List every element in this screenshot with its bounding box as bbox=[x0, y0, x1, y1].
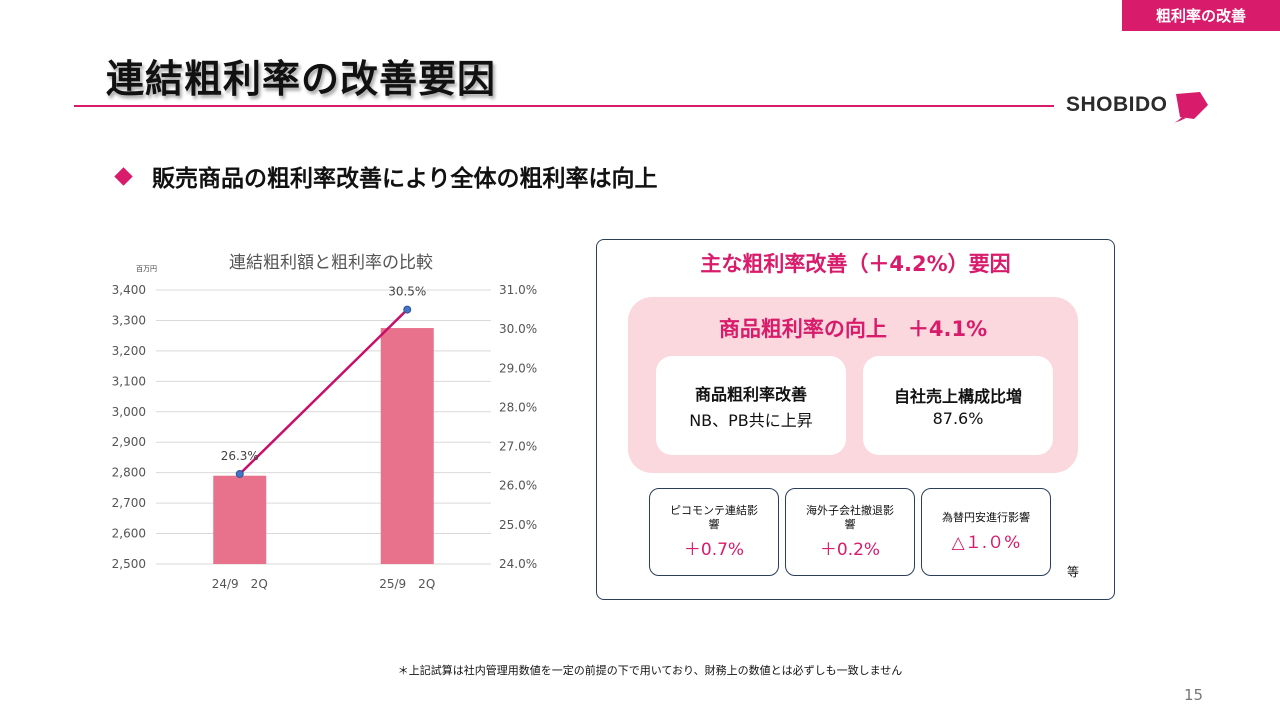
improvement-factors-panel: 主な粗利率改善（＋4.2%）要因 商品粗利率の向上 ＋4.1% 商品粗利率改善 … bbox=[596, 239, 1115, 600]
y2-tick-label: 30.0% bbox=[499, 322, 537, 336]
factor-small-value: △１.０% bbox=[951, 533, 1021, 553]
y-tick-label: 3,400 bbox=[112, 283, 146, 297]
y2-tick-label: 28.0% bbox=[499, 400, 537, 414]
data-label: 30.5% bbox=[388, 285, 426, 299]
factor-small-card-picomonte: ピコモンテ連結影響 ＋0.7% bbox=[649, 488, 779, 576]
company-logo: SHOBIDO bbox=[1066, 90, 1210, 124]
chart-title: 連結粗利額と粗利率の比較 bbox=[229, 253, 433, 273]
gross-profit-chart: 連結粗利額と粗利率の比較 百万円 3,400 3,300 3,200 3,100 3,0… bbox=[96, 238, 576, 608]
factor-card-body: 87.6% bbox=[932, 409, 984, 428]
y2-tick-label: 25.0% bbox=[499, 518, 537, 532]
ratio-line bbox=[238, 308, 409, 475]
y-tick-label: 3,300 bbox=[112, 313, 146, 327]
bar bbox=[380, 328, 434, 564]
product-margin-title: 商品粗利率の向上 ＋4.1% bbox=[718, 317, 988, 341]
factor-small-card-overseas-withdrawal: 海外子会社撤退影響 ＋0.2% bbox=[785, 488, 915, 576]
ratio-point bbox=[403, 305, 412, 314]
x-tick-label: 24/9 2Q bbox=[212, 577, 268, 591]
page-number: 15 bbox=[1184, 686, 1204, 704]
y-tick-label: 3,200 bbox=[112, 344, 146, 358]
y2-tick-label: 24.0% bbox=[499, 557, 537, 571]
key-message-text: 販売商品の粗利率改善により全体の粗利率は向上 bbox=[152, 166, 658, 192]
diamond-bullet-icon bbox=[114, 166, 133, 186]
y-tick-label: 2,800 bbox=[112, 466, 146, 480]
y2-tick-label: 31.0% bbox=[499, 283, 537, 297]
factors-title: 主な粗利率改善（＋4.2%）要因 bbox=[700, 252, 1011, 276]
factor-small-value: ＋0.7% bbox=[683, 540, 745, 560]
etc-note: 等 bbox=[1067, 565, 1080, 579]
y-tick-label: 3,100 bbox=[112, 374, 146, 388]
factor-card-body: NB、PB共に上昇 bbox=[689, 410, 813, 430]
factor-small-label: 海外子会社撤退影響 bbox=[806, 504, 894, 531]
chart-unit-label: 百万円 bbox=[136, 265, 157, 273]
factor-card-margin-improvement: 商品粗利率改善 NB、PB共に上昇 bbox=[656, 356, 846, 455]
y2-tick-label: 29.0% bbox=[499, 361, 537, 375]
factor-small-card-fx: 為替円安進行影響 △１.０% bbox=[921, 488, 1051, 576]
y-tick-label: 2,900 bbox=[112, 435, 146, 449]
factor-card-head: 商品粗利率改善 bbox=[694, 384, 807, 404]
product-margin-panel: 商品粗利率の向上 ＋4.1% 商品粗利率改善 NB、PB共に上昇 自社売上構成比… bbox=[628, 297, 1078, 473]
x-tick-label: 25/9 2Q bbox=[379, 577, 435, 591]
y-tick-label: 3,000 bbox=[112, 405, 146, 419]
key-message: 販売商品の粗利率改善により全体の粗利率は向上 bbox=[113, 159, 658, 193]
y2-tick-label: 27.0% bbox=[499, 440, 537, 454]
factor-small-value: ＋0.2% bbox=[819, 540, 881, 560]
page-title: 連結粗利率の改善要因 bbox=[106, 57, 497, 101]
ratio-point bbox=[235, 469, 244, 478]
title-divider bbox=[74, 105, 1054, 107]
footnote: ＊上記試算は社内管理用数値を一定の前提の下で用いており、財務上の数値とは必ずしも… bbox=[397, 664, 903, 677]
y-tick-label: 2,500 bbox=[112, 557, 146, 571]
factor-card-own-sales-ratio: 自社売上構成比増 87.6% bbox=[863, 356, 1053, 455]
section-tag: 粗利率の改善 bbox=[1122, 0, 1280, 31]
y-tick-label: 2,600 bbox=[112, 527, 146, 541]
factor-card-head: 自社売上構成比増 bbox=[893, 387, 1022, 406]
bar bbox=[213, 475, 267, 564]
y-tick-label: 2,700 bbox=[112, 496, 146, 510]
logo-petal-icon bbox=[1174, 92, 1208, 123]
chart-plot: 3,400 3,300 3,200 3,100 3,000 2,900 2,800 2,700… bbox=[112, 283, 537, 591]
y2-tick-label: 26.0% bbox=[499, 479, 537, 493]
factor-small-label: 為替円安進行影響 bbox=[942, 511, 1030, 524]
logo-text: SHOBIDO bbox=[1066, 93, 1168, 116]
data-label: 26.3% bbox=[221, 449, 259, 463]
factor-small-label: ピコモンテ連結影響 bbox=[670, 504, 758, 531]
